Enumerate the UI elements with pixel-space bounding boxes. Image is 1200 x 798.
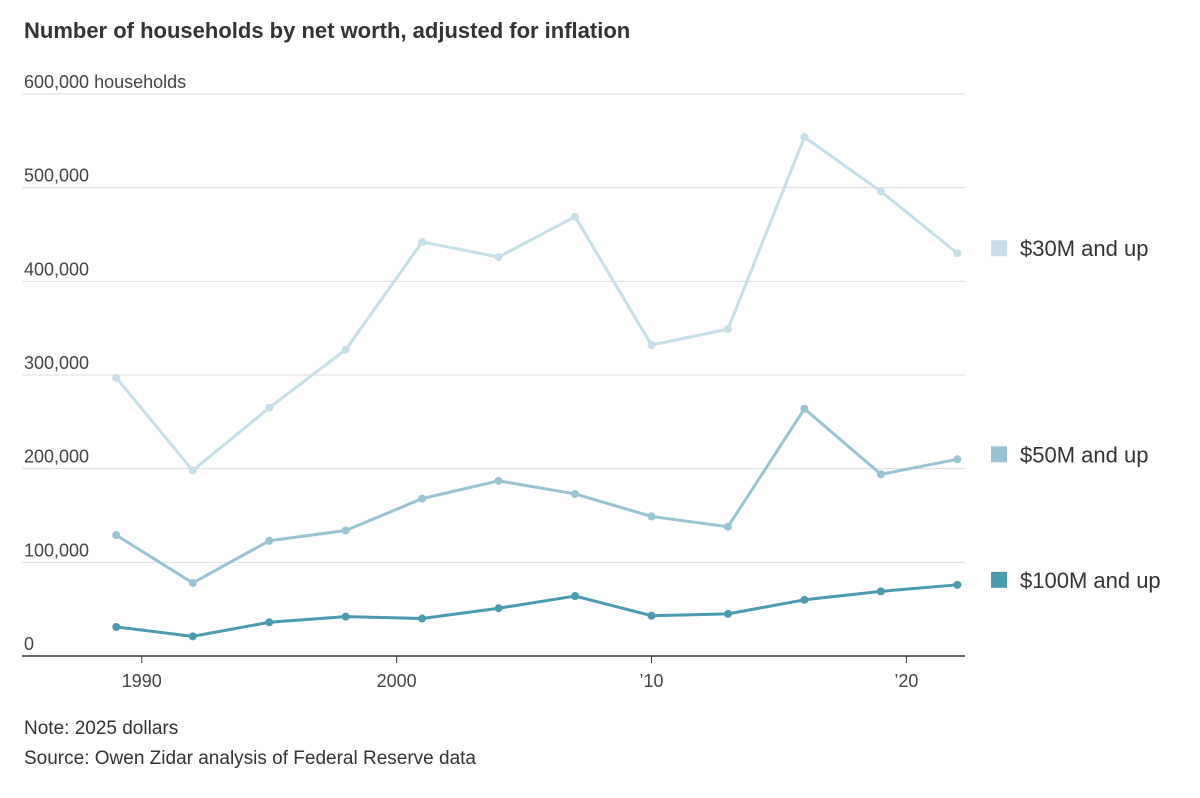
point (112, 373, 121, 382)
y-tick-label: 400,000 (24, 259, 89, 279)
point (188, 578, 197, 587)
x-tick-label: 2000 (377, 671, 417, 691)
note: Note: 2025 dollars (24, 718, 178, 739)
point (571, 592, 580, 601)
point (418, 237, 427, 246)
y-tick-label: 100,000 (24, 540, 89, 560)
y-tick-label: 0 (24, 634, 34, 654)
point (800, 595, 809, 604)
point (876, 587, 885, 596)
point (800, 133, 809, 142)
point (112, 531, 121, 540)
point (953, 455, 962, 464)
point (341, 345, 350, 354)
point (953, 580, 962, 589)
legend-swatch (991, 446, 1007, 463)
point (571, 489, 580, 498)
y-tick-label: 200,000 (24, 447, 89, 467)
series-line (116, 583, 958, 638)
point (723, 609, 732, 618)
point (494, 604, 503, 613)
x-tick-label: ’10 (640, 671, 664, 691)
point (723, 522, 732, 531)
legend-swatch (991, 240, 1007, 257)
point (418, 614, 427, 623)
point (800, 404, 809, 413)
point (265, 403, 274, 412)
point (188, 466, 197, 475)
point (112, 622, 121, 631)
legend-swatch (991, 571, 1007, 588)
x-tick-label: ’20 (894, 671, 918, 691)
series-line (115, 135, 959, 473)
point (494, 252, 503, 261)
y-tick-label: 500,000 (24, 166, 89, 186)
point (265, 536, 274, 545)
point (341, 526, 350, 535)
point (953, 249, 962, 258)
point (876, 187, 885, 196)
point (647, 611, 656, 620)
point (188, 632, 197, 641)
y-tick-label: 300,000 (24, 353, 89, 373)
chart-title: Number of households by net worth, adjus… (24, 18, 630, 43)
point (647, 341, 656, 350)
legend-label: $100M and up (1020, 568, 1161, 593)
x-tick-label: 1990 (122, 671, 162, 691)
point (494, 476, 503, 485)
point (647, 512, 656, 521)
point (341, 612, 350, 621)
source: Source: Owen Zidar analysis of Federal R… (24, 748, 476, 769)
point (723, 325, 732, 334)
point (265, 618, 274, 627)
point (571, 212, 580, 221)
legend-label: $50M and up (1020, 442, 1148, 467)
legend-label: $30M and up (1020, 236, 1148, 261)
point (876, 470, 885, 479)
point (418, 494, 427, 503)
y-tick-label: 600,000 households (24, 72, 186, 92)
series-line (115, 407, 958, 585)
